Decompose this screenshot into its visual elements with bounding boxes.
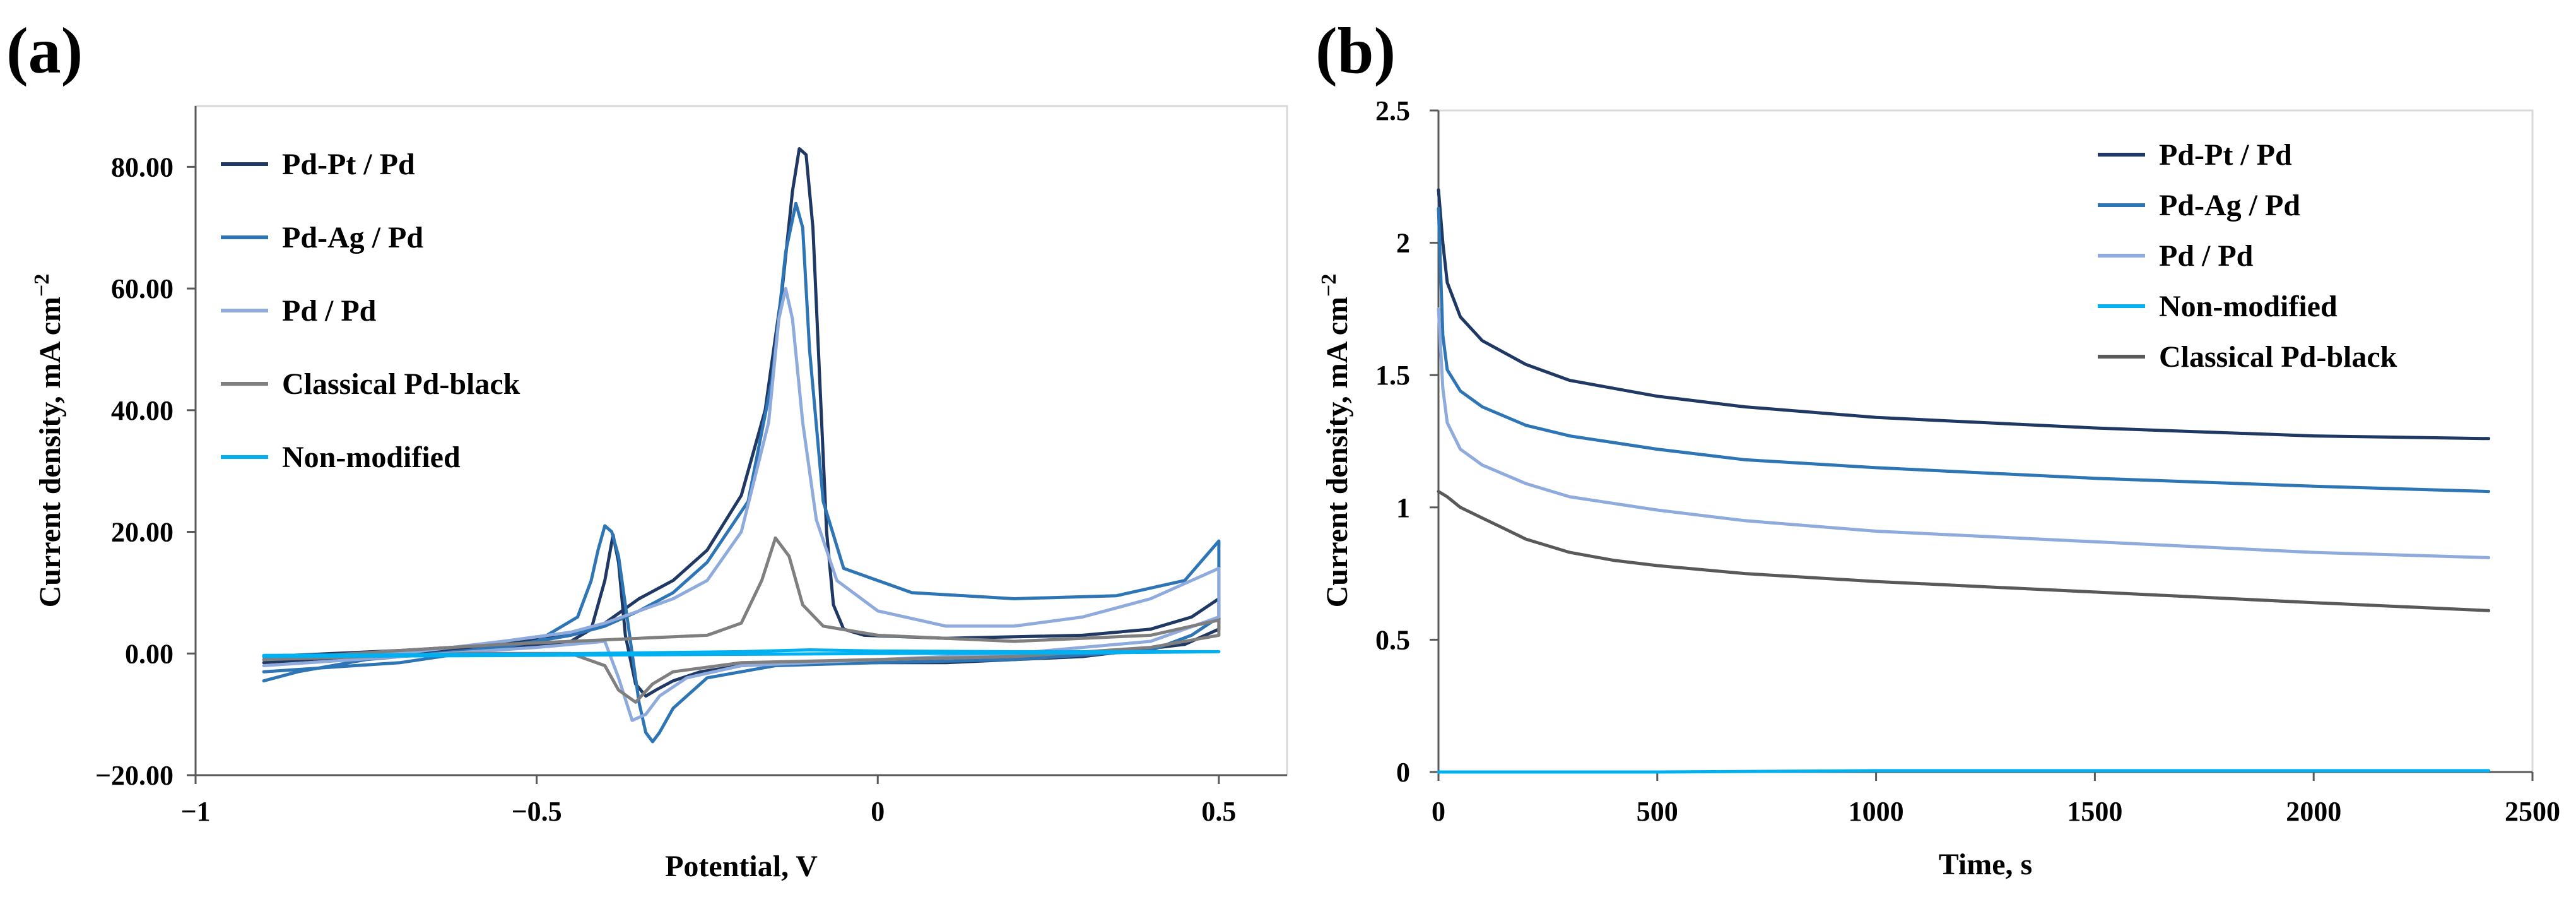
y-tick-label: 80.00: [111, 151, 173, 182]
y-tick-label: 2: [1396, 228, 1410, 259]
x-tick-label: 1000: [1849, 796, 1904, 827]
panel-a-legend: Pd-Pt / Pd Pd-Ag / Pd Pd / Pd Classical Pd-…: [221, 148, 520, 474]
panel-a: (a) −1 −0.5 0 0.5 −20.00 0.00 20.00 40.00 60.00 8…: [6, 15, 1288, 883]
legend-label: Non-modified: [2159, 290, 2338, 323]
panel-a-ticks: −1 −0.5 0 0.5 −20.00 0.00 20.00 40.00 60.00 80.00: [95, 106, 1287, 827]
panel-b-plot-frame: [1437, 109, 2534, 773]
legend-label: Pd-Pt / Pd: [2159, 138, 2292, 172]
x-tick-label: 1500: [2067, 796, 2122, 827]
panel-b-label: (b): [1315, 15, 1396, 87]
panel-b-legend: Pd-Pt / Pd Pd-Ag / Pd Pd / Pd Non-modified C…: [2098, 138, 2397, 374]
y-tick-label: 40.00: [111, 395, 173, 426]
x-tick-label: 2000: [2286, 796, 2341, 827]
panel-b-series-lines: [1437, 188, 2491, 774]
panel-a-ylabel-text: Current density, mA cm−2: [30, 274, 67, 608]
panel-b-ylabel-text: Current density, mA cm−2: [1317, 274, 1354, 608]
legend-label: Pd-Pt / Pd: [282, 148, 415, 181]
y-tick-label: 0: [1396, 757, 1410, 788]
series-line-classical-pd-black: [1437, 490, 2491, 612]
y-tick-label: 60.00: [111, 273, 173, 304]
series-line-pd-ag-pd: [1437, 206, 2491, 494]
y-tick-label: 1: [1396, 492, 1410, 523]
series-line-non-modified: [1437, 769, 2491, 774]
y-tick-label: 0.00: [125, 638, 173, 669]
legend-label: Pd / Pd: [282, 294, 377, 328]
panel-b: (b) 0 500 1000 1500 2000 2500 0 0.5 1 1.5 2 2.5 Pd-…: [1315, 15, 2560, 881]
series-line-non-modified: [262, 648, 1221, 658]
x-tick-label: 500: [1637, 796, 1678, 827]
panel-a-label: (a): [6, 15, 83, 87]
panel-a-xlabel: Potential, V: [665, 850, 818, 883]
legend-label: Classical Pd-black: [2159, 340, 2397, 374]
series-line-pd-pt-pd: [1437, 188, 2491, 441]
panel-b-ylabel-main: Current density, mA cm: [1320, 297, 1354, 607]
panel-a-ylabel: Current density, mA cm−2: [30, 274, 67, 608]
panel-a-series-lines: [262, 147, 1221, 744]
legend-label: Pd-Ag / Pd: [2159, 189, 2300, 222]
panel-a-ylabel-main: Current density, mA cm: [33, 297, 67, 607]
x-tick-label: 0: [1432, 796, 1445, 827]
x-tick-label: 0.5: [1201, 796, 1236, 827]
series-line-pd-pd: [262, 287, 1221, 722]
series-line-pd-pt-pd: [262, 147, 1221, 698]
legend-label: Classical Pd-black: [282, 367, 520, 401]
legend-label: Non-modified: [282, 441, 461, 474]
y-tick-label: −20.00: [95, 760, 173, 791]
panel-b-ylabel: Current density, mA cm−2: [1317, 274, 1354, 608]
panel-a-ylabel-sup: −2: [30, 274, 54, 297]
x-tick-label: −0.5: [512, 796, 562, 827]
x-tick-label: −1: [180, 796, 210, 827]
x-tick-label: 0: [871, 796, 885, 827]
y-tick-label: 0.5: [1375, 624, 1410, 655]
y-tick-label: 2.5: [1375, 95, 1410, 126]
panel-b-ylabel-sup: −2: [1317, 274, 1341, 297]
legend-label: Pd-Ag / Pd: [282, 221, 423, 254]
y-tick-label: 20.00: [111, 517, 173, 548]
y-tick-label: 1.5: [1375, 360, 1410, 391]
series-line-pd-pd: [1437, 307, 2491, 559]
series-line-classical-pd-black: [262, 536, 1221, 704]
panel-b-xlabel: Time, s: [1939, 848, 2032, 881]
legend-label: Pd / Pd: [2159, 239, 2254, 273]
x-tick-label: 2500: [2505, 796, 2560, 827]
